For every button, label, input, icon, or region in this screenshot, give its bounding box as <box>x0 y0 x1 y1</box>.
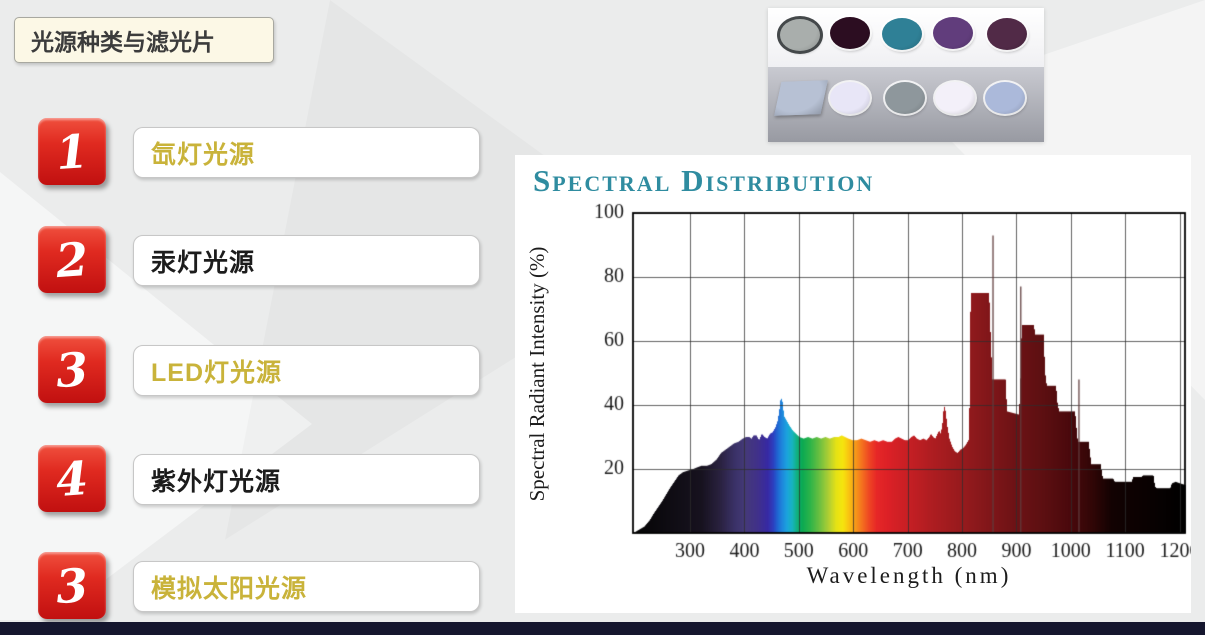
x-axis-label: Wavelength (nm) <box>806 563 1012 588</box>
item-label: LED灯光源 <box>151 358 283 387</box>
item-label: 汞灯光源 <box>151 248 256 277</box>
gray-filter <box>885 82 925 114</box>
list-item: 4 紫外灯光源 <box>0 445 500 515</box>
item-label-box[interactable]: 模拟太阳光源 <box>133 561 480 612</box>
item-number: 3 <box>54 341 90 398</box>
list-item: 1 氙灯光源 <box>0 118 500 188</box>
item-label-box[interactable]: 紫外灯光源 <box>133 454 480 505</box>
slide-footer-bar <box>0 622 1205 635</box>
y-axis-label: Spectral Radiant Intensity (%) <box>525 246 549 502</box>
filters-photo <box>768 8 1044 142</box>
item-number-badge: 4 <box>38 445 106 512</box>
list-item: 3 LED灯光源 <box>0 336 500 406</box>
list-item: 2 汞灯光源 <box>0 226 500 296</box>
spectral-distribution-chart: Spectral Distribution Spectral Radiant I… <box>515 155 1191 613</box>
near-white-filter <box>935 82 975 114</box>
pale-lavender-filter <box>830 82 870 114</box>
item-number: 3 <box>54 557 90 614</box>
plum-filter <box>987 18 1027 50</box>
item-number-badge: 2 <box>38 226 106 293</box>
teal-filter <box>882 18 922 50</box>
chart-plot-area <box>515 155 1191 613</box>
item-label-box[interactable]: 氙灯光源 <box>133 127 480 178</box>
neutral-density-filter <box>780 19 820 51</box>
item-number: 2 <box>54 231 90 288</box>
page-title: 光源种类与滤光片 <box>14 17 274 63</box>
item-number: 4 <box>54 450 90 507</box>
list-item: 3 模拟太阳光源 <box>0 552 500 622</box>
item-number: 1 <box>54 123 90 180</box>
item-label-box[interactable]: 汞灯光源 <box>133 235 480 286</box>
glass-plate <box>774 80 828 116</box>
periwinkle-filter <box>985 82 1025 114</box>
item-label: 氙灯光源 <box>151 140 256 169</box>
dark-magenta-filter <box>830 17 870 49</box>
item-number-badge: 1 <box>38 118 106 185</box>
item-label: 模拟太阳光源 <box>151 574 308 603</box>
item-number-badge: 3 <box>38 552 106 619</box>
item-label: 紫外灯光源 <box>151 467 282 496</box>
purple-filter <box>933 17 973 49</box>
item-label-box[interactable]: LED灯光源 <box>133 345 480 396</box>
item-number-badge: 3 <box>38 336 106 403</box>
